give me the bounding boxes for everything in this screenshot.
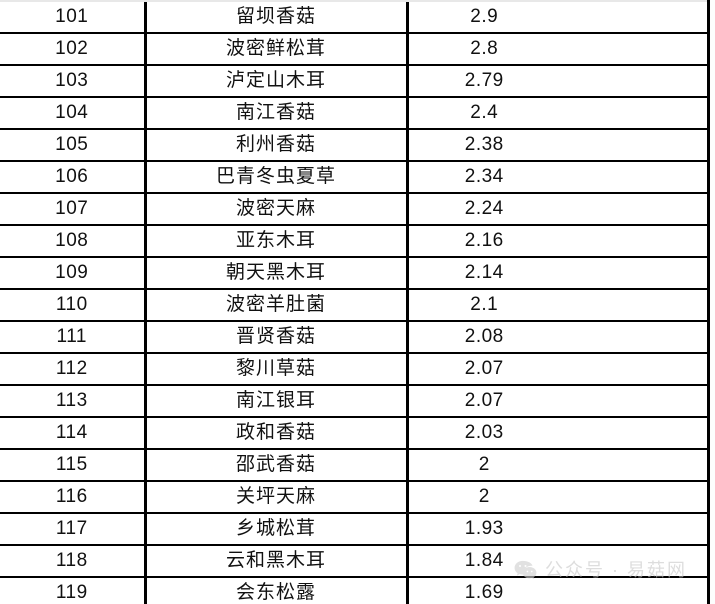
cell-value[interactable]: 2.03 <box>407 417 708 450</box>
cell-rank[interactable]: 119 <box>0 577 147 604</box>
cell-value[interactable]: 1.69 <box>407 577 708 604</box>
cell-product-name[interactable]: 乡城松茸 <box>145 513 409 546</box>
cell-value[interactable]: 2.14 <box>407 257 708 290</box>
table-row[interactable]: 114 政和香菇 2.03 <box>0 417 708 450</box>
table-row[interactable]: 118 云和黑木耳 1.84 <box>0 545 708 578</box>
cell-value[interactable]: 2.38 <box>407 129 708 162</box>
cell-rank[interactable]: 116 <box>0 481 147 514</box>
cell-product-name[interactable]: 南江香菇 <box>145 97 409 130</box>
cell-value[interactable]: 2 <box>407 481 708 514</box>
cell-value[interactable]: 2.8 <box>407 33 708 66</box>
cell-product-name[interactable]: 南江银耳 <box>145 385 409 418</box>
cell-value[interactable]: 2.1 <box>407 289 708 322</box>
cell-product-name[interactable]: 晋贤香菇 <box>145 321 409 354</box>
table-row[interactable]: 110 波密羊肚菌 2.1 <box>0 289 708 322</box>
cell-product-name[interactable]: 关坪天麻 <box>145 481 409 514</box>
cell-product-name[interactable]: 留坝香菇 <box>145 2 409 34</box>
cell-rank[interactable]: 113 <box>0 385 147 418</box>
cell-product-name[interactable]: 利州香菇 <box>145 129 409 162</box>
cell-product-name[interactable]: 波密羊肚菌 <box>145 289 409 322</box>
cell-product-name[interactable]: 波密鲜松茸 <box>145 33 409 66</box>
cell-rank[interactable]: 110 <box>0 289 147 322</box>
cell-rank[interactable]: 118 <box>0 545 147 578</box>
cell-product-name[interactable]: 巴青冬虫夏草 <box>145 161 409 194</box>
cell-rank[interactable]: 111 <box>0 321 147 354</box>
table-row[interactable]: 106 巴青冬虫夏草 2.34 <box>0 161 708 194</box>
cell-rank[interactable]: 107 <box>0 193 147 226</box>
table-row[interactable]: 112 黎川草菇 2.07 <box>0 353 708 386</box>
cell-product-name[interactable]: 亚东木耳 <box>145 225 409 258</box>
cell-value[interactable]: 2.34 <box>407 161 708 194</box>
table-row[interactable]: 119 会东松露 1.69 <box>0 577 708 604</box>
cell-product-name[interactable]: 政和香菇 <box>145 417 409 450</box>
cell-value[interactable]: 2.07 <box>407 353 708 386</box>
cell-rank[interactable]: 105 <box>0 129 147 162</box>
cell-product-name[interactable]: 会东松露 <box>145 577 409 604</box>
cell-product-name[interactable]: 黎川草菇 <box>145 353 409 386</box>
cell-product-name[interactable]: 云和黑木耳 <box>145 545 409 578</box>
table-row[interactable]: 101 留坝香菇 2.9 <box>0 2 708 34</box>
cell-rank[interactable]: 104 <box>0 97 147 130</box>
cell-rank[interactable]: 112 <box>0 353 147 386</box>
cell-rank[interactable]: 109 <box>0 257 147 290</box>
cell-rank[interactable]: 101 <box>0 2 147 34</box>
cell-rank[interactable]: 106 <box>0 161 147 194</box>
cell-value[interactable]: 2.79 <box>407 65 708 98</box>
cell-product-name[interactable]: 邵武香菇 <box>145 449 409 482</box>
table-row[interactable]: 108 亚东木耳 2.16 <box>0 225 708 258</box>
table-row[interactable]: 103 泸定山木耳 2.79 <box>0 65 708 98</box>
cell-value[interactable]: 2.08 <box>407 321 708 354</box>
table-row[interactable]: 107 波密天麻 2.24 <box>0 193 708 226</box>
cell-rank[interactable]: 102 <box>0 33 147 66</box>
cell-product-name[interactable]: 泸定山木耳 <box>145 65 409 98</box>
table-row[interactable]: 104 南江香菇 2.4 <box>0 97 708 130</box>
cell-rank[interactable]: 103 <box>0 65 147 98</box>
table-row[interactable]: 111 晋贤香菇 2.08 <box>0 321 708 354</box>
table-row[interactable]: 117 乡城松茸 1.93 <box>0 513 708 546</box>
cell-value[interactable]: 2.07 <box>407 385 708 418</box>
cell-product-name[interactable]: 朝天黑木耳 <box>145 257 409 290</box>
cell-rank[interactable]: 117 <box>0 513 147 546</box>
table-right-border <box>707 0 710 604</box>
cell-rank[interactable]: 115 <box>0 449 147 482</box>
cell-rank[interactable]: 114 <box>0 417 147 450</box>
table-row[interactable]: 109 朝天黑木耳 2.14 <box>0 257 708 290</box>
table-row[interactable]: 113 南江银耳 2.07 <box>0 385 708 418</box>
top-crop-edge <box>0 0 715 2</box>
cell-value[interactable]: 1.93 <box>407 513 708 546</box>
cell-value[interactable]: 2.24 <box>407 193 708 226</box>
table-row[interactable]: 105 利州香菇 2.38 <box>0 129 708 162</box>
cell-product-name[interactable]: 波密天麻 <box>145 193 409 226</box>
cell-value[interactable]: 2.9 <box>407 2 708 34</box>
table-row[interactable]: 102 波密鲜松茸 2.8 <box>0 33 708 66</box>
table-row[interactable]: 116 关坪天麻 2 <box>0 481 708 514</box>
cell-value[interactable]: 2.4 <box>407 97 708 130</box>
cell-value[interactable]: 1.84 <box>407 545 708 578</box>
table-row[interactable]: 115 邵武香菇 2 <box>0 449 708 482</box>
right-gutter <box>710 0 715 604</box>
cell-value[interactable]: 2 <box>407 449 708 482</box>
cell-rank[interactable]: 108 <box>0 225 147 258</box>
cell-value[interactable]: 2.16 <box>407 225 708 258</box>
